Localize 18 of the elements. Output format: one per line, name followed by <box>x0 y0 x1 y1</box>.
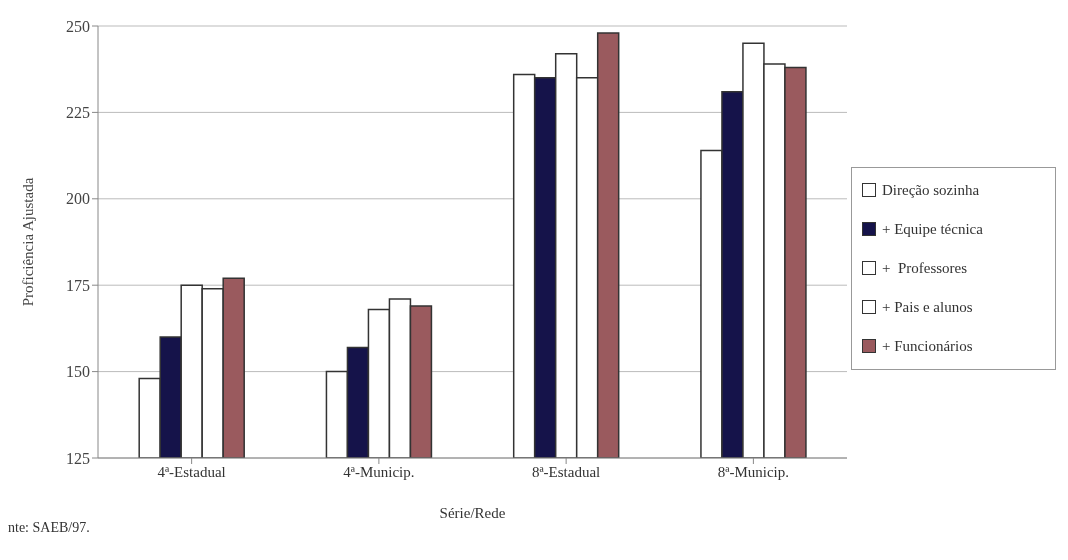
y-axis-title: Proficiência Ajustada <box>20 177 37 307</box>
x-axis-title: Série/Rede <box>439 505 506 521</box>
x-tick-label: 4ª-Municip. <box>343 463 415 480</box>
y-tick-label: 175 <box>66 276 90 294</box>
y-tick-label: 250 <box>66 17 90 35</box>
text: nte: SAEB/97. <box>8 520 90 536</box>
legend-label: + Equipe técnica <box>882 220 983 238</box>
legend-label: Direção sozinha <box>882 181 980 199</box>
x-tick-label: 8ª-Estadual <box>531 463 601 480</box>
x-tick-label: 4ª-Estadual <box>157 463 226 480</box>
y-tick-label: 200 <box>66 190 90 208</box>
legend-label: + Funcionários <box>882 337 973 355</box>
x-tick-label: 8ª-Municip. <box>717 463 789 480</box>
y-tick-label: 125 <box>66 449 90 467</box>
y-tick-label: 225 <box>66 104 90 122</box>
legend-label: + Professores <box>882 259 968 277</box>
legend-label: + Pais e alunos <box>882 298 973 316</box>
y-tick-label: 150 <box>66 363 90 381</box>
